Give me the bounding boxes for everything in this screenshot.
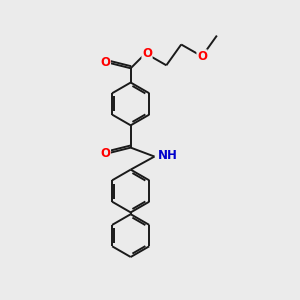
Text: NH: NH (158, 148, 177, 162)
Text: O: O (197, 50, 207, 63)
Text: O: O (142, 47, 152, 60)
Text: O: O (100, 147, 110, 160)
Text: O: O (100, 56, 110, 69)
